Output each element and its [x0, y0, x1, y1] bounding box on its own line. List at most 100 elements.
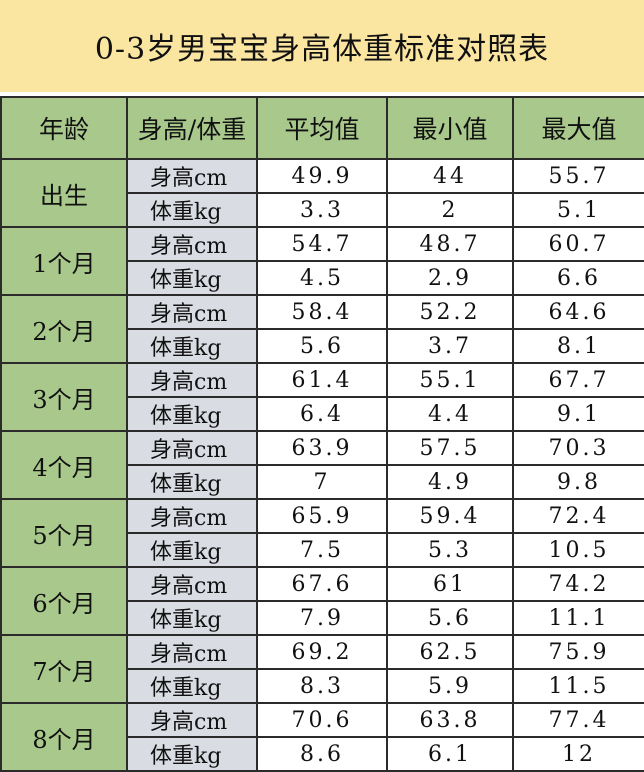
age-cell: 1个月: [0, 226, 128, 296]
height-minimum-cell: 63.8: [386, 702, 514, 738]
weight-minimum-cell: 5.3: [386, 532, 514, 568]
weight-maximum-cell: 5.1: [512, 192, 644, 228]
weight-maximum-cell: 6.6: [512, 260, 644, 296]
header-measure: 身高/体重: [126, 96, 258, 160]
weight-label-cell: 体重kg: [126, 260, 258, 296]
weight-maximum-cell: 12: [512, 736, 644, 772]
weight-label-cell: 体重kg: [126, 736, 258, 772]
weight-minimum-cell: 4.9: [386, 464, 514, 500]
weight-maximum-cell: 9.8: [512, 464, 644, 500]
age-cell: 5个月: [0, 498, 128, 568]
weight-label-cell: 体重kg: [126, 464, 258, 500]
height-minimum-cell: 61: [386, 566, 514, 602]
table-row: 体重kg 7.5 5.3 10.5: [1, 532, 644, 568]
height-maximum-cell: 74.2: [512, 566, 644, 602]
height-maximum-cell: 72.4: [512, 498, 644, 534]
weight-average-cell: 7.9: [256, 600, 388, 636]
weight-minimum-cell: 6.1: [386, 736, 514, 772]
table-row: 6个月 身高cm 67.6 61 74.2: [0, 566, 644, 636]
age-cell: 7个月: [0, 634, 128, 704]
height-label-cell: 身高cm: [126, 634, 258, 670]
height-minimum-cell: 59.4: [386, 498, 514, 534]
table-row: 1个月 身高cm 54.7 48.7 60.7: [0, 226, 644, 296]
height-average-cell: 65.9: [256, 498, 388, 534]
age-cell: 8个月: [0, 702, 128, 772]
table-row: 3个月 身高cm 61.4 55.1 67.7: [0, 362, 644, 432]
height-label-cell: 身高cm: [126, 362, 258, 398]
table-row: 4个月 身高cm 63.9 57.5 70.3: [0, 430, 644, 500]
height-minimum-cell: 57.5: [386, 430, 514, 466]
table-row: 体重kg 3.3 2 5.1: [1, 192, 644, 228]
table-row: 体重kg 8.3 5.9 11.5: [1, 668, 644, 704]
table-row: 体重kg 7 4.9 9.8: [1, 464, 644, 500]
height-average-cell: 54.7: [256, 226, 388, 262]
weight-label-cell: 体重kg: [126, 192, 258, 228]
height-minimum-cell: 52.2: [386, 294, 514, 330]
table-row: 8个月 身高cm 70.6 63.8 77.4: [0, 702, 644, 772]
weight-minimum-cell: 3.7: [386, 328, 514, 364]
height-label-cell: 身高cm: [126, 158, 258, 194]
weight-maximum-cell: 11.1: [512, 600, 644, 636]
age-cell: 2个月: [0, 294, 128, 364]
weight-minimum-cell: 4.4: [386, 396, 514, 432]
height-label-cell: 身高cm: [126, 226, 258, 262]
weight-average-cell: 7: [256, 464, 388, 500]
age-cell: 6个月: [0, 566, 128, 636]
weight-label-cell: 体重kg: [126, 600, 258, 636]
weight-maximum-cell: 8.1: [512, 328, 644, 364]
weight-maximum-cell: 11.5: [512, 668, 644, 704]
table-row: 出生 身高cm 49.9 44 55.7: [0, 158, 644, 228]
table-row: 5个月 身高cm 65.9 59.4 72.4: [0, 498, 644, 568]
height-maximum-cell: 70.3: [512, 430, 644, 466]
height-maximum-cell: 67.7: [512, 362, 644, 398]
height-average-cell: 67.6: [256, 566, 388, 602]
weight-average-cell: 7.5: [256, 532, 388, 568]
title-banner: 0-3岁男宝宝身高体重标准对照表: [0, 0, 644, 92]
weight-average-cell: 6.4: [256, 396, 388, 432]
table-row: 2个月 身高cm 58.4 52.2 64.6: [0, 294, 644, 364]
height-maximum-cell: 77.4: [512, 702, 644, 738]
weight-minimum-cell: 2.9: [386, 260, 514, 296]
height-maximum-cell: 64.6: [512, 294, 644, 330]
weight-average-cell: 3.3: [256, 192, 388, 228]
page-title: 0-3岁男宝宝身高体重标准对照表: [94, 32, 550, 67]
weight-maximum-cell: 9.1: [512, 396, 644, 432]
age-cell: 出生: [0, 158, 128, 228]
height-label-cell: 身高cm: [126, 566, 258, 602]
table-row: 体重kg 5.6 3.7 8.1: [1, 328, 644, 364]
height-label-cell: 身高cm: [126, 430, 258, 466]
weight-minimum-cell: 5.9: [386, 668, 514, 704]
height-minimum-cell: 62.5: [386, 634, 514, 670]
table-row: 体重kg 6.4 4.4 9.1: [1, 396, 644, 432]
weight-average-cell: 5.6: [256, 328, 388, 364]
height-average-cell: 61.4: [256, 362, 388, 398]
weight-label-cell: 体重kg: [126, 532, 258, 568]
height-average-cell: 49.9: [256, 158, 388, 194]
weight-average-cell: 8.6: [256, 736, 388, 772]
weight-average-cell: 4.5: [256, 260, 388, 296]
weight-minimum-cell: 2: [386, 192, 514, 228]
weight-minimum-cell: 5.6: [386, 600, 514, 636]
age-cell: 4个月: [0, 430, 128, 500]
height-minimum-cell: 55.1: [386, 362, 514, 398]
weight-average-cell: 8.3: [256, 668, 388, 704]
height-label-cell: 身高cm: [126, 498, 258, 534]
header-row: 年龄 身高/体重 平均值 最小值 最大值: [0, 96, 644, 160]
header-minimum: 最小值: [386, 96, 514, 160]
table-body: 出生 身高cm 49.9 44 55.7 体重kg 3.3 2 5.1 1个月 身高cm 54.7 48…: [0, 158, 644, 772]
height-maximum-cell: 60.7: [512, 226, 644, 262]
age-cell: 3个月: [0, 362, 128, 432]
height-minimum-cell: 44: [386, 158, 514, 194]
height-average-cell: 63.9: [256, 430, 388, 466]
growth-standard-table: 年龄 身高/体重 平均值 最小值 最大值 出生 身高cm 49.9 44 55.7 体重k…: [0, 96, 644, 772]
height-average-cell: 69.2: [256, 634, 388, 670]
height-average-cell: 58.4: [256, 294, 388, 330]
height-minimum-cell: 48.7: [386, 226, 514, 262]
header-age: 年龄: [0, 96, 128, 160]
height-label-cell: 身高cm: [126, 294, 258, 330]
height-average-cell: 70.6: [256, 702, 388, 738]
weight-label-cell: 体重kg: [126, 396, 258, 432]
weight-maximum-cell: 10.5: [512, 532, 644, 568]
height-label-cell: 身高cm: [126, 702, 258, 738]
height-maximum-cell: 55.7: [512, 158, 644, 194]
